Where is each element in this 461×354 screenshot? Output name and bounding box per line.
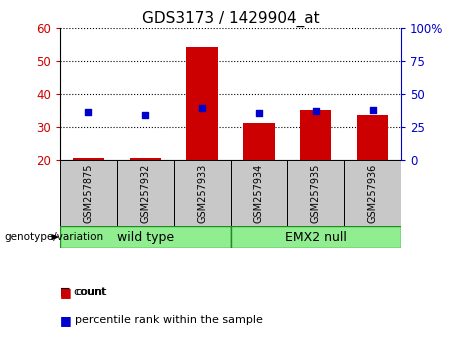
Text: EMX2 null: EMX2 null <box>285 230 347 244</box>
Point <box>312 108 319 114</box>
Point <box>369 108 376 113</box>
Bar <box>60 226 230 248</box>
Text: ■: ■ <box>60 314 71 327</box>
Point <box>198 105 206 111</box>
Text: GSM257875: GSM257875 <box>83 163 94 223</box>
Point <box>85 109 92 115</box>
Bar <box>357 115 388 160</box>
Bar <box>344 160 401 226</box>
Text: percentile rank within the sample: percentile rank within the sample <box>75 315 263 325</box>
Text: genotype/variation: genotype/variation <box>5 232 104 242</box>
Title: GDS3173 / 1429904_at: GDS3173 / 1429904_at <box>142 11 319 27</box>
Point <box>255 110 263 116</box>
Bar <box>287 160 344 226</box>
Bar <box>117 160 174 226</box>
Text: GSM257936: GSM257936 <box>367 163 378 223</box>
Text: GSM257932: GSM257932 <box>140 163 150 223</box>
Bar <box>130 158 161 160</box>
Bar <box>186 47 218 160</box>
Point <box>142 112 149 118</box>
Text: ■: ■ <box>60 286 71 298</box>
Text: GSM257933: GSM257933 <box>197 163 207 223</box>
Bar <box>300 110 331 160</box>
Text: ■ count: ■ count <box>60 287 106 297</box>
Bar <box>73 158 104 160</box>
Bar <box>60 160 117 226</box>
Text: wild type: wild type <box>117 230 174 244</box>
Bar <box>230 226 401 248</box>
Bar <box>230 160 287 226</box>
Text: GSM257934: GSM257934 <box>254 163 264 223</box>
Text: count: count <box>75 287 106 297</box>
Text: GSM257935: GSM257935 <box>311 163 321 223</box>
Bar <box>243 124 275 160</box>
Bar <box>174 160 230 226</box>
